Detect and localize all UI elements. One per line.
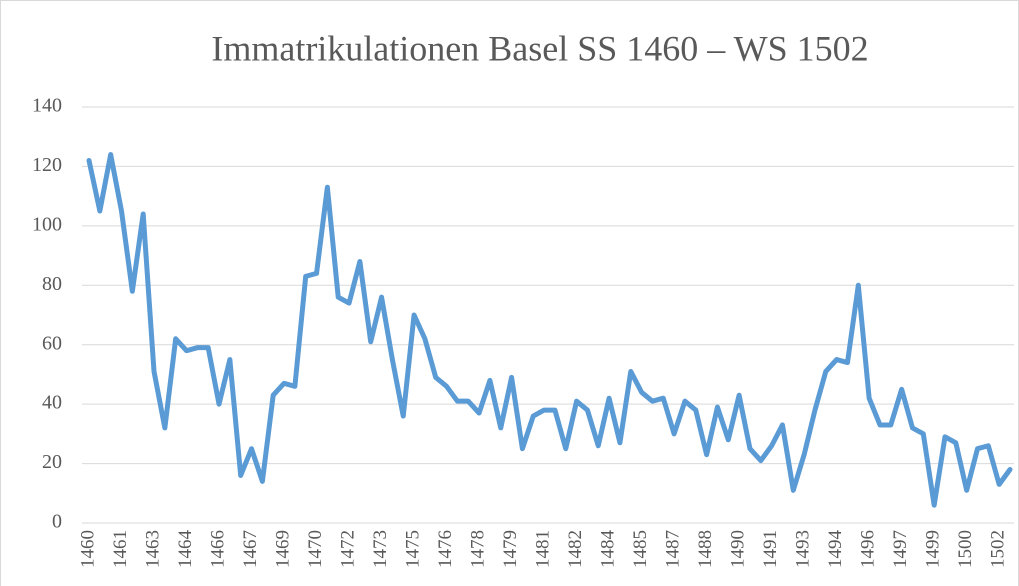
x-tick-label: 1487 (662, 530, 683, 568)
y-tick-label: 140 (32, 95, 62, 117)
x-tick-label: 1472 (337, 530, 358, 568)
x-tick-label: 1463 (142, 530, 163, 568)
x-tick-label: 1500 (955, 530, 976, 568)
y-tick-label: 120 (32, 154, 62, 176)
x-tick-label: 1473 (370, 530, 391, 568)
x-tick-label: 1460 (77, 530, 98, 568)
x-tick-label: 1461 (110, 530, 131, 568)
x-tick-label: 1464 (175, 530, 196, 569)
x-tick-label: 1488 (695, 530, 716, 568)
y-tick-label: 0 (52, 511, 62, 533)
x-tick-label: 1502 (988, 530, 1009, 568)
x-tick-label: 1470 (305, 530, 326, 568)
x-tick-label: 1469 (272, 530, 293, 568)
y-tick-label: 20 (42, 451, 62, 473)
y-tick-label: 60 (42, 332, 62, 354)
x-tick-label: 1494 (825, 530, 846, 569)
x-tick-label: 1484 (597, 530, 618, 569)
chart-title: Immatrikulationen Basel SS 1460 – WS 150… (211, 28, 868, 68)
x-tick-label: 1467 (240, 530, 261, 568)
x-tick-label: 1496 (858, 530, 879, 568)
data-line (86, 152, 1013, 508)
x-tick-label: 1476 (435, 530, 456, 568)
x-tick-label: 1499 (923, 530, 944, 568)
x-tick-label: 1478 (467, 530, 488, 568)
x-tick-label: 1497 (890, 530, 911, 568)
x-tick-label: 1466 (207, 530, 228, 568)
x-tick-label: 1485 (630, 530, 651, 568)
x-tick-label: 1491 (760, 530, 781, 568)
x-tick-label: 1490 (727, 530, 748, 568)
x-tick-label: 1481 (532, 530, 553, 568)
x-tick-label: 1493 (792, 530, 813, 568)
y-tick-label: 100 (32, 213, 62, 235)
x-tick-label: 1479 (500, 530, 521, 568)
y-tick-label: 40 (42, 392, 62, 414)
x-tick-label: 1475 (402, 530, 423, 568)
y-tick-label: 80 (42, 273, 62, 295)
x-tick-label: 1482 (565, 530, 586, 568)
